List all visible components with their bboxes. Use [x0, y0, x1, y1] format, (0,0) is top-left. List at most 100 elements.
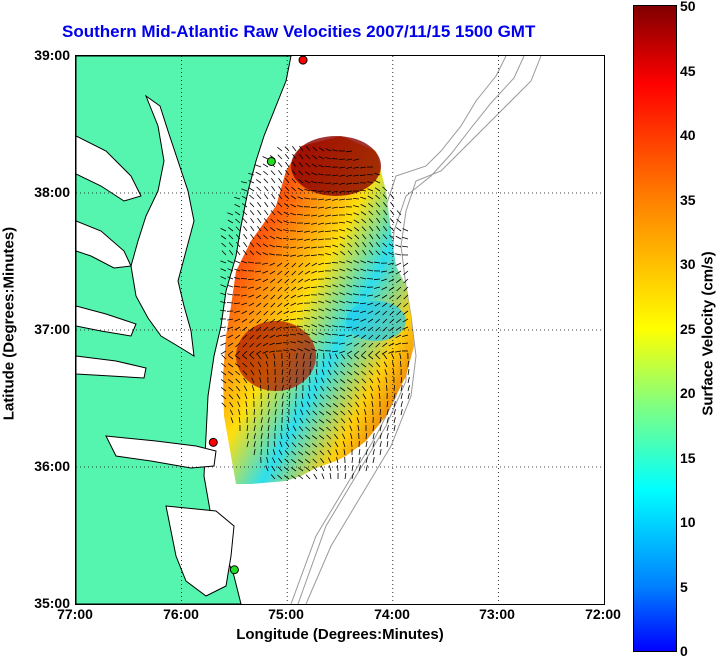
vector-arrow — [365, 449, 368, 456]
vector-arrow — [284, 286, 290, 292]
vector-arrow — [249, 354, 255, 360]
vector-arrow — [364, 409, 367, 416]
vector-arrow — [360, 203, 367, 208]
vector-arrow — [262, 270, 269, 274]
vector-arrow — [346, 326, 353, 329]
vector-arrow — [346, 334, 353, 338]
vector-arrow — [393, 425, 396, 432]
vector-arrow — [341, 433, 346, 440]
albemarle-sound — [105, 435, 235, 597]
vector-arrow — [278, 177, 283, 184]
vector-arrow — [322, 361, 325, 368]
vector-arrow — [256, 302, 262, 308]
vector-arrow — [236, 393, 241, 400]
vector-arrow — [366, 278, 374, 280]
vector-arrow — [325, 214, 332, 217]
vector-arrow — [388, 270, 395, 274]
xtick-77: 77:00 — [57, 606, 93, 622]
vector-arrow — [383, 361, 388, 368]
vector-arrow — [269, 342, 276, 346]
vector-arrow — [291, 442, 297, 448]
vector-arrow — [389, 226, 395, 232]
vector-arrow — [220, 350, 227, 355]
vector-arrow — [234, 334, 241, 339]
vector-arrow — [241, 269, 248, 272]
vector-arrow — [339, 190, 346, 193]
vector-arrow — [353, 158, 360, 161]
vector-arrow — [220, 379, 227, 384]
vector-arrow — [311, 222, 318, 225]
vector-arrow — [395, 262, 402, 266]
vector-arrow — [376, 217, 381, 224]
vector-arrow — [267, 393, 270, 400]
vector-arrow — [339, 395, 346, 400]
vector-arrow — [235, 226, 241, 232]
vector-arrow — [227, 212, 234, 216]
vector-arrow — [395, 334, 402, 339]
vector-arrow — [353, 174, 360, 177]
vector-arrow — [325, 316, 332, 320]
vector-arrow — [304, 294, 311, 297]
vector-arrow — [325, 332, 332, 336]
vector-arrow — [389, 310, 395, 316]
vector-arrow — [325, 157, 332, 160]
vector-arrow — [318, 147, 325, 152]
vector-arrow — [325, 277, 332, 280]
vector-arrow — [395, 235, 402, 240]
vector-arrow — [295, 361, 298, 368]
vector-arrow — [256, 310, 262, 316]
vector-arrow — [277, 302, 283, 308]
vector-arrow — [388, 262, 395, 265]
vector-arrow — [377, 385, 381, 392]
vector-arrow — [277, 270, 283, 276]
vector-arrow — [332, 300, 339, 304]
vector-arrow — [318, 435, 325, 440]
vector-arrow — [298, 270, 304, 276]
vector-arrow — [363, 401, 367, 408]
vector-arrow — [379, 441, 382, 448]
vector-arrow — [333, 386, 339, 392]
vector-arrow — [365, 465, 368, 472]
vector-arrow — [256, 186, 262, 192]
vector-arrow — [304, 332, 311, 336]
low-velocity-center — [346, 301, 406, 341]
vector-arrow — [402, 228, 409, 232]
vector-arrow — [346, 182, 353, 185]
vector-arrow — [220, 276, 227, 280]
ytick-35: 35:00 — [34, 595, 70, 611]
vector-arrow — [400, 376, 403, 384]
vector-arrow — [340, 418, 346, 424]
vector-arrow — [260, 409, 263, 416]
vector-arrow — [304, 171, 311, 176]
vector-arrow — [296, 213, 304, 216]
vector-arrow — [318, 164, 325, 168]
vector-arrow — [269, 350, 276, 353]
vector-arrow — [256, 194, 262, 200]
vector-arrow — [332, 244, 339, 248]
vector-arrow — [361, 386, 367, 392]
vector-arrow — [396, 286, 402, 292]
vector-arrow — [298, 434, 304, 440]
vector-arrow — [360, 196, 367, 200]
vector-arrow — [374, 294, 381, 298]
vector-arrow — [393, 393, 396, 400]
vector-arrow — [255, 164, 262, 168]
vector-arrow — [382, 342, 388, 348]
vector-arrow — [362, 249, 367, 256]
vector-arrow — [340, 362, 346, 368]
vector-arrow — [250, 369, 255, 376]
vector-arrow — [352, 197, 360, 200]
xtick-73: 73:00 — [479, 606, 515, 622]
vector-arrow — [375, 242, 381, 248]
vector-arrow — [346, 268, 353, 272]
vector-arrow — [290, 348, 297, 352]
vector-arrow — [227, 268, 234, 272]
vector-arrow — [228, 355, 234, 360]
vector-arrow — [326, 394, 332, 400]
vector-arrow — [228, 394, 234, 400]
vector-arrow — [353, 284, 360, 288]
vector-arrow — [339, 300, 346, 304]
vector-arrow — [276, 228, 283, 232]
vector-arrow — [360, 166, 367, 169]
vector-arrow — [358, 457, 361, 464]
